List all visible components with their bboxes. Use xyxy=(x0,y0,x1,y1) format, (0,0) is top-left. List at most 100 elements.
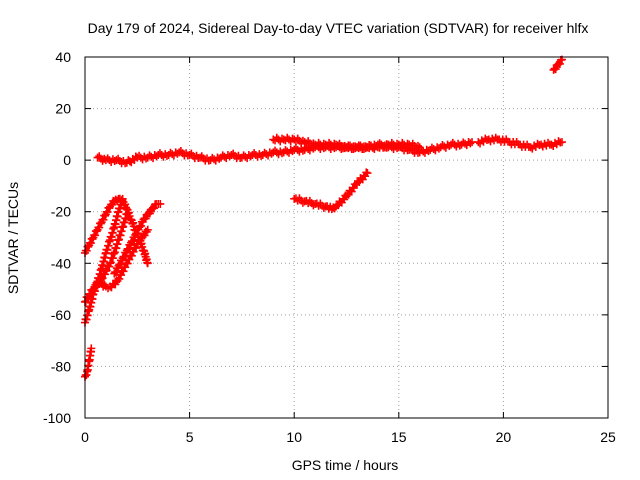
y-tick-label: 20 xyxy=(55,101,71,117)
data-point xyxy=(557,138,566,147)
x-tick-label: 15 xyxy=(391,429,407,445)
data-point xyxy=(161,150,170,159)
data-point xyxy=(481,134,490,143)
data-series-segment xyxy=(81,194,152,268)
data-point xyxy=(131,230,140,239)
y-tick-label: -20 xyxy=(51,204,71,220)
data-point xyxy=(450,140,459,149)
data-point xyxy=(488,134,497,143)
data-series-segment xyxy=(474,133,566,153)
x-axis-label: GPS time / hours xyxy=(292,457,399,473)
data-point xyxy=(110,269,119,278)
y-tick-label: -60 xyxy=(51,307,71,323)
data-point xyxy=(537,140,546,149)
data-point xyxy=(137,221,146,230)
data-series-segment xyxy=(290,168,372,214)
x-tick-label: 25 xyxy=(600,429,616,445)
data-point xyxy=(103,208,112,217)
data-point xyxy=(227,150,236,159)
data-point xyxy=(100,280,109,289)
data-points xyxy=(81,55,566,381)
data-point xyxy=(156,199,165,208)
chart-title: Day 179 of 2024, Sidereal Day-to-day VTE… xyxy=(88,20,589,36)
data-point xyxy=(405,140,414,149)
data-point xyxy=(143,259,152,268)
data-point xyxy=(123,259,132,268)
data-point xyxy=(120,252,129,261)
y-tick-label: -80 xyxy=(51,358,71,374)
data-point xyxy=(272,133,281,142)
data-point xyxy=(325,138,334,147)
data-point xyxy=(95,223,104,232)
data-point xyxy=(115,275,124,284)
data-point xyxy=(127,238,136,247)
data-point xyxy=(332,140,341,149)
data-point xyxy=(135,151,144,160)
grid xyxy=(85,57,608,418)
data-point xyxy=(290,135,299,144)
data-point xyxy=(99,215,108,224)
data-point xyxy=(124,245,133,254)
data-point xyxy=(551,65,560,74)
data-point xyxy=(277,134,286,143)
data-point xyxy=(185,150,194,159)
data-point xyxy=(300,138,309,147)
data-point xyxy=(293,145,302,154)
data-point xyxy=(398,138,407,147)
data-point xyxy=(314,138,323,147)
y-axis-label: SDTVAR / TECUs xyxy=(5,182,21,294)
data-point xyxy=(544,138,553,147)
data-point xyxy=(345,141,354,150)
data-point xyxy=(276,147,285,156)
data-point xyxy=(135,223,144,232)
plot-frame xyxy=(84,56,609,419)
data-point xyxy=(454,139,463,148)
data-point xyxy=(271,146,280,155)
data-point xyxy=(86,239,95,248)
data-point xyxy=(283,133,292,142)
data-point xyxy=(112,156,121,165)
data-point xyxy=(448,138,457,147)
data-point xyxy=(150,204,159,213)
data-series-segment xyxy=(81,344,96,381)
data-point xyxy=(554,137,563,146)
data-point xyxy=(127,251,136,260)
data-point xyxy=(132,229,141,238)
data-point xyxy=(116,260,125,269)
data-point xyxy=(319,139,328,148)
x-tick-label: 20 xyxy=(496,429,512,445)
data-point xyxy=(196,153,205,162)
data-series-segment xyxy=(93,225,152,293)
data-point xyxy=(387,138,396,147)
data-point xyxy=(291,144,300,153)
data-point xyxy=(103,154,112,163)
data-point xyxy=(434,144,443,153)
data-point xyxy=(215,154,224,163)
data-point xyxy=(363,169,372,178)
data-point xyxy=(393,139,402,148)
data-point xyxy=(122,246,131,255)
data-point xyxy=(361,142,370,151)
data-point xyxy=(111,268,120,277)
data-point xyxy=(145,209,154,218)
data-point xyxy=(484,135,493,144)
data-point xyxy=(136,153,145,162)
x-tick-label: 0 xyxy=(81,429,89,445)
data-point xyxy=(128,237,137,246)
data-series-segment xyxy=(269,133,424,154)
data-point xyxy=(155,149,164,158)
y-tick-label: -100 xyxy=(43,410,71,426)
data-point xyxy=(82,246,91,255)
data-point xyxy=(105,156,114,165)
data-point xyxy=(141,214,150,223)
data-point xyxy=(356,141,365,150)
data-point xyxy=(91,231,100,240)
data-point xyxy=(132,244,141,253)
data-point xyxy=(413,141,422,150)
y-tick-label: 0 xyxy=(63,152,71,168)
data-point xyxy=(114,261,123,270)
data-series-segment xyxy=(110,199,165,278)
axis-ticks: 0 5 10 15 20 25 -100 -80 -60 -40 -20 0 20 40 xyxy=(43,49,616,445)
data-point xyxy=(250,149,259,158)
